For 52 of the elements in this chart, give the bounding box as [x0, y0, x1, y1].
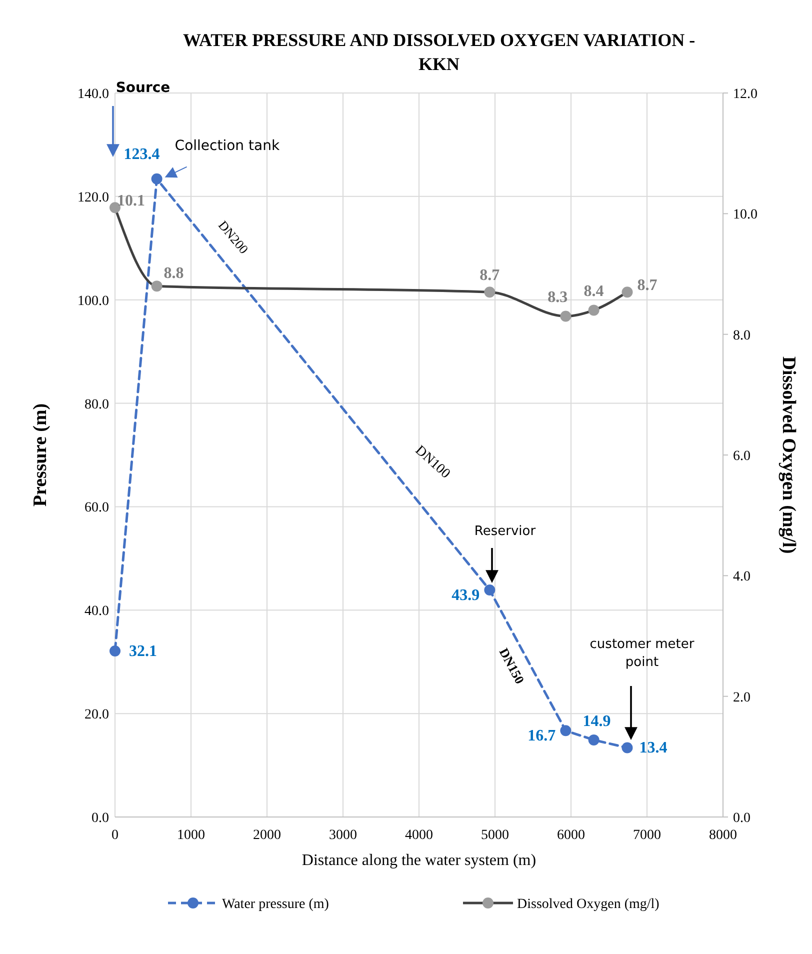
x-tick-label: 5000 — [481, 828, 509, 843]
y2-tick-label: 10.0 — [733, 208, 758, 223]
data-label: 13.4 — [639, 740, 668, 757]
y2-tick-label: 8.0 — [733, 328, 750, 344]
annotation: Collection tank — [174, 138, 280, 154]
legend-label: Water pressure (m) — [222, 897, 330, 912]
x-axis-title: Distance along the water system (m) — [302, 852, 536, 869]
y-tick-label: 80.0 — [84, 397, 109, 412]
data-label: 8.4 — [584, 283, 604, 300]
point — [588, 734, 600, 746]
y-tick-label: 120.0 — [78, 190, 109, 206]
y2-tick-label: 2.0 — [733, 690, 750, 706]
data-label: 32.1 — [129, 642, 157, 660]
y2-tick-label: 12.0 — [733, 87, 758, 102]
y2-tick-label: 4.0 — [733, 570, 750, 585]
point — [622, 742, 633, 754]
x-tick-label: 7000 — [633, 828, 661, 843]
point — [484, 584, 496, 596]
x-tick-label: 0 — [112, 828, 118, 843]
annotation: customer meter point — [590, 637, 695, 670]
chart-title: WATER PRESSURE AND DISSOLVED OXYGEN VARIATION - KKN — [182, 30, 696, 74]
data-label: 8.7 — [480, 267, 500, 284]
x-tick-label: 2000 — [253, 828, 281, 843]
annotation: Source — [116, 80, 170, 96]
y2-tick-label: 6.0 — [733, 449, 750, 464]
x-tick-label: 8000 — [709, 828, 737, 843]
data-label: 10.1 — [117, 192, 145, 210]
point — [110, 645, 120, 656]
x-tick-label: 4000 — [405, 828, 433, 843]
y-axis-title: Pressure (m) — [30, 403, 51, 507]
point — [151, 173, 162, 184]
y-tick-label: 60.0 — [84, 500, 109, 516]
data-label: 123.4 — [124, 146, 160, 163]
y-tick-label: 40.0 — [84, 604, 109, 620]
data-label: 16.7 — [528, 728, 556, 745]
point — [560, 725, 572, 736]
data-label: 8.3 — [548, 289, 568, 306]
annotation: Reservior — [474, 524, 536, 539]
data-label: 8.8 — [164, 265, 184, 282]
data-label: 43.9 — [452, 586, 480, 604]
x-tick-label: 1000 — [177, 828, 205, 843]
data-label: 14.9 — [582, 712, 611, 730]
y-tick-label: 100.0 — [78, 294, 109, 309]
y2-tick-label: 0.0 — [733, 811, 750, 826]
data-label: 8.7 — [637, 277, 658, 294]
y2-axis-title: Dissolved Oxygen (mg/l) — [778, 356, 799, 554]
x-tick-label: 6000 — [557, 828, 585, 843]
y-tick-label: 20.0 — [84, 708, 109, 723]
y-tick-label: 140.0 — [78, 87, 109, 102]
legend-label: Dissolved Oxygen (mg/l) — [517, 897, 660, 912]
y-tick-label: 0.0 — [92, 811, 109, 826]
x-tick-label: 3000 — [329, 828, 357, 843]
